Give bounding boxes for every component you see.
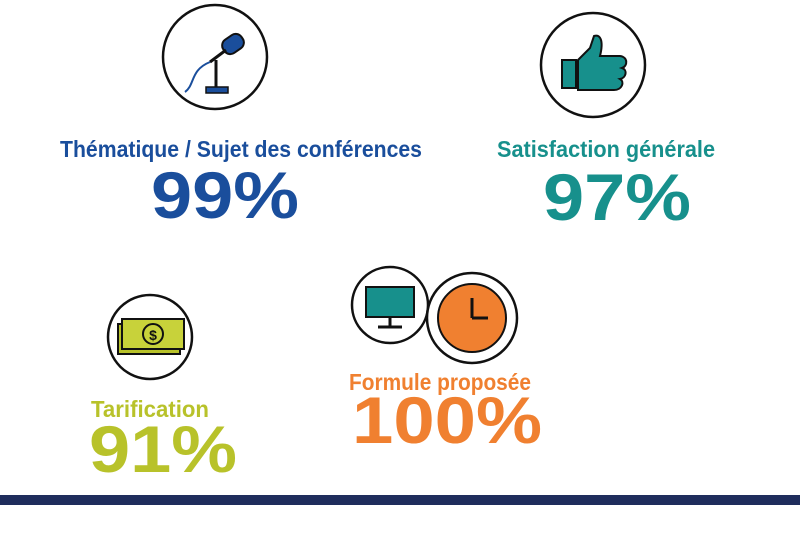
item-value: 97% [543, 160, 691, 234]
money-icon: $ [106, 293, 194, 381]
monitor-icon [350, 265, 430, 345]
microphone-icon [161, 3, 269, 111]
item-value: 91% [89, 412, 237, 486]
item-label: Tarification [91, 396, 209, 422]
item-label: Thématique / Sujet des conférences [60, 136, 422, 162]
thumbs-up-icon [539, 11, 647, 119]
clock-icon [425, 271, 519, 365]
item-value: 99% [151, 158, 299, 232]
item-label: Formule proposée [349, 369, 531, 395]
svg-text:$: $ [149, 327, 157, 343]
footer-bar [0, 495, 800, 505]
item-value: 100% [352, 383, 542, 457]
item-label: Satisfaction générale [497, 136, 715, 162]
